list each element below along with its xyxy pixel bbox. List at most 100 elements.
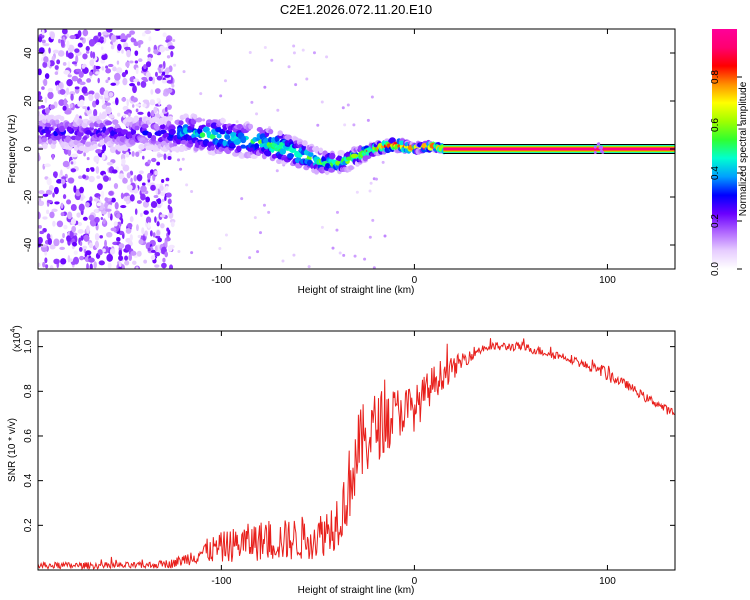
heatmap-cell [85,45,90,52]
heatmap-cell [79,241,83,246]
heatmap-cell [89,196,93,203]
heatmap-cell [135,266,139,269]
heatmap-cell [42,143,48,150]
heatmap-cell [41,39,46,44]
colorbar-tick-label: 0.6 [710,118,721,132]
heatmap-cell [151,157,157,163]
heatmap-cell [77,30,82,38]
heatmap-cell [88,242,93,249]
heatmap-cell [124,244,132,251]
heatmap-cell [42,61,48,68]
heatmap-cell [113,183,119,190]
heatmap-cell [294,157,301,164]
heatmap-cell [248,256,252,260]
heatmap-cell [57,50,65,57]
heatmap-cell [88,39,96,47]
heatmap-cell [168,128,176,135]
heatmap-cell [51,153,55,160]
heatmap-cell [281,259,285,263]
heatmap-cell [339,150,345,156]
heatmap-cell [42,193,49,197]
heatmap-cell [38,225,42,229]
heatmap-cell [143,78,149,82]
heatmap-cell [168,45,175,50]
heatmap-cell [140,185,147,193]
heatmap-cell [270,58,274,62]
heatmap-cell [59,238,65,244]
heatmap-cell [154,88,161,94]
heatmap-cell [275,169,279,173]
heatmap-cell [96,202,102,207]
heatmap-cell [88,214,95,221]
heatmap-cell [59,246,66,251]
heatmap-cell [137,111,144,115]
heatmap-cell [167,156,172,160]
heatmap-cell [71,153,78,158]
heatmap-cell [138,58,143,62]
heatmap-cell [108,177,112,181]
heatmap-cell [331,246,335,250]
heatmap-cell [153,194,159,199]
heatmap-cell [105,65,109,69]
heatmap-cell [287,152,294,159]
colorbar-tick-label: 0.2 [710,214,721,228]
heatmap-cell [38,106,42,110]
heatmap-cell [129,60,134,64]
heatmap-cell [45,133,52,138]
heatmap-cell [38,196,42,202]
heatmap-cell [165,192,172,198]
snr-frame [37,330,676,571]
heatmap-cell [372,266,376,269]
heatmap-cell [62,194,67,200]
heatmap-cell [129,216,134,223]
heatmap-cell [156,229,161,237]
heatmap-cell [168,211,174,219]
heatmap-cell [150,200,158,209]
snr-x-tick-label: 0 [412,576,418,587]
heatmap-cell [190,118,197,125]
heatmap-cell [132,260,137,265]
heatmap-cell [148,36,152,42]
heatmap-cell [124,46,131,51]
heatmap-cell [112,66,117,72]
heatmap-cell [120,39,127,43]
heatmap-cell [143,259,148,264]
heatmap-cell [130,177,133,184]
heatmap-cell [107,76,111,81]
heatmap-cell [38,211,41,220]
heatmap-cell [97,249,103,256]
heatmap-cell [48,184,54,191]
heatmap-cell [49,104,56,110]
heatmap-cell [147,221,151,229]
heatmap-cell [94,232,100,241]
heatmap-cell [52,49,60,54]
heatmap-cell [70,168,77,173]
heatmap-cell [38,36,43,43]
heatmap-cell [165,67,170,75]
heatmap-cell [95,42,102,46]
heatmap-cell [121,158,126,165]
heatmap-cell [222,139,227,147]
heatmap-cell [167,245,173,252]
heatmap-cell [150,109,155,117]
heatmap-cell [90,167,95,172]
heatmap-cell [285,134,293,141]
heatmap-cell [100,216,104,221]
heatmap-cell [325,163,331,169]
heatmap-cell [46,177,52,186]
heatmap-cell [38,262,41,268]
heatmap-cell [248,123,254,130]
heatmap-cell [41,137,48,143]
heatmap-cell [209,133,216,140]
heatmap-cell [85,167,90,173]
heatmap-cell [124,260,130,266]
heatmap-cell [104,197,109,202]
heatmap-cell [250,100,254,104]
heatmap-cell [110,227,117,232]
heatmap-cell [103,90,110,98]
heatmap-cell [54,71,59,75]
heatmap-cell [38,47,45,54]
heatmap-cell [86,78,92,83]
heatmap-cell [366,118,370,122]
heatmap-cell [95,166,100,174]
